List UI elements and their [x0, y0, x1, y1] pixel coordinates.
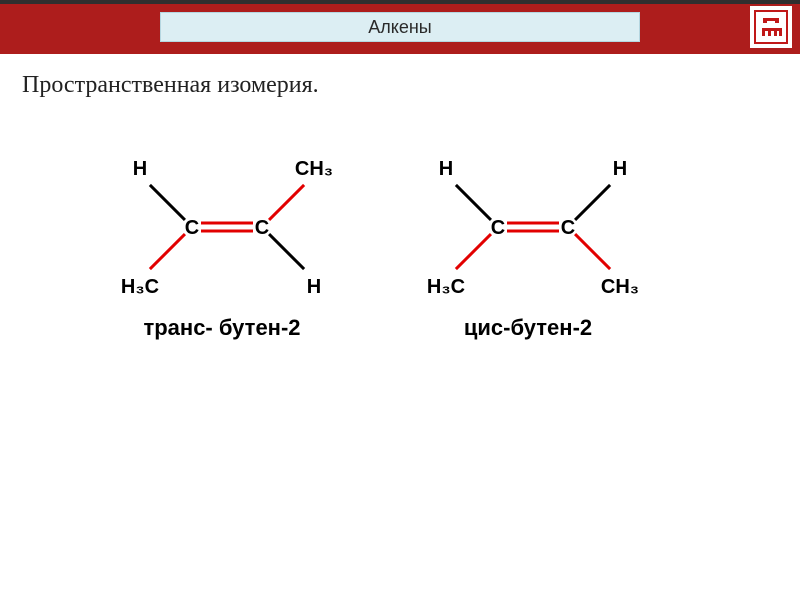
logo-icon	[750, 6, 792, 48]
svg-text:C: C	[255, 217, 269, 239]
molecule-svg: C C H H H₃C CH₃	[398, 127, 658, 307]
svg-text:C: C	[561, 217, 575, 239]
content-area: Пространственная изомерия. C C H CH₃ H₃C…	[0, 54, 800, 359]
svg-text:CH₃: CH₃	[601, 276, 639, 298]
molecule-1: C C H H H₃C CH₃ цис-бутен-2	[398, 127, 658, 341]
svg-text:H₃C: H₃C	[121, 276, 159, 298]
svg-text:H: H	[439, 158, 453, 180]
molecule-label: транс- бутен-2	[143, 315, 300, 341]
svg-text:C: C	[491, 217, 505, 239]
svg-text:H: H	[613, 158, 627, 180]
header-top-line	[0, 0, 800, 4]
molecule-diagrams: C C H CH₃ H₃C H транс- бутен-2 C C H H H…	[92, 127, 778, 341]
slide-title-box: Алкены	[160, 12, 640, 42]
molecule-svg: C C H CH₃ H₃C H	[92, 127, 352, 307]
header-bar: Алкены	[0, 0, 800, 54]
svg-text:H: H	[307, 276, 321, 298]
molecule-0: C C H CH₃ H₃C H транс- бутен-2	[92, 127, 352, 341]
molecule-label: цис-бутен-2	[464, 315, 592, 341]
slide-title: Алкены	[368, 17, 431, 38]
svg-text:CH₃: CH₃	[295, 158, 333, 180]
svg-text:H₃C: H₃C	[427, 276, 465, 298]
svg-text:H: H	[133, 158, 147, 180]
svg-text:C: C	[185, 217, 199, 239]
section-subtitle: Пространственная изомерия.	[22, 72, 778, 99]
